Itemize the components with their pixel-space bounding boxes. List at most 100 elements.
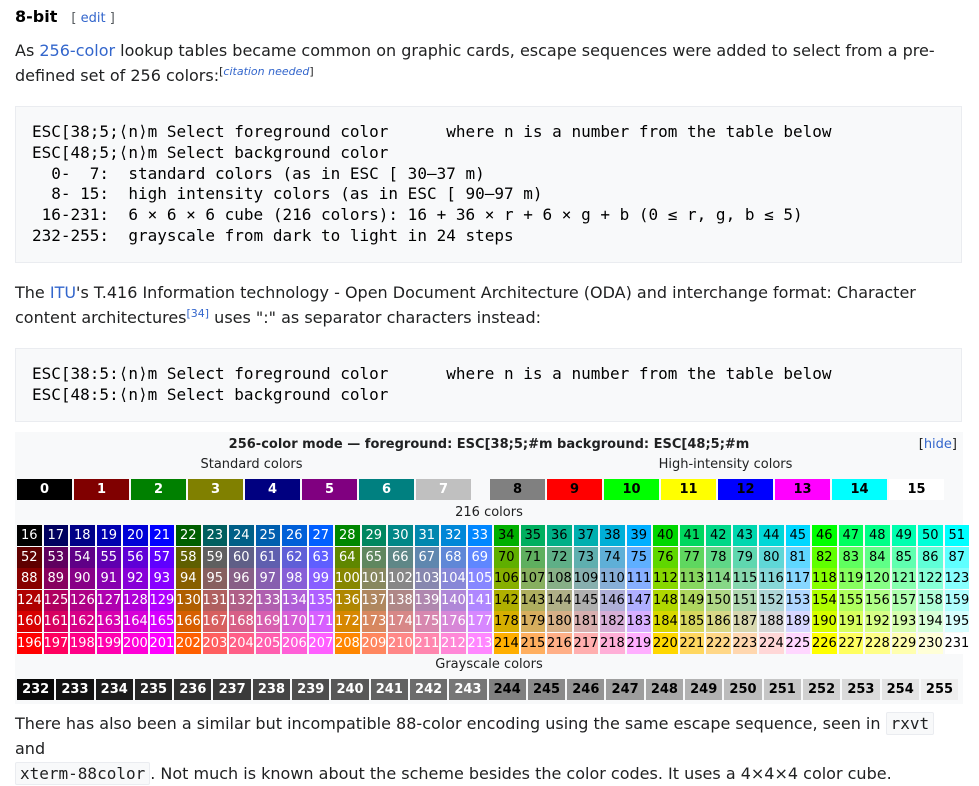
color-swatch: 220 xyxy=(653,633,678,654)
color-swatch: 167 xyxy=(202,611,227,633)
color-swatch: 74 xyxy=(600,546,625,568)
color-swatch: 229 xyxy=(891,633,916,654)
color-swatch: 19 xyxy=(96,525,121,546)
paragraph-88color: There has also been a similar but incomp… xyxy=(15,711,965,786)
color-swatch: 91 xyxy=(96,568,121,590)
color-swatch: 195 xyxy=(944,611,969,633)
color-swatch: 49 xyxy=(891,525,916,546)
color-swatch: 130 xyxy=(176,589,201,611)
color-swatch: 206 xyxy=(282,633,307,654)
reference-34[interactable]: [34] xyxy=(187,307,210,320)
color-swatch: 214 xyxy=(494,633,519,654)
color-swatch: 192 xyxy=(865,611,890,633)
cube-colors-row: 196 197 198 199 200 201 202 203 204 205 206 207 208 2… xyxy=(17,633,969,654)
color-swatch: 47 xyxy=(838,525,863,546)
color-swatch: 196 xyxy=(17,633,42,654)
color-swatch: 133 xyxy=(255,589,280,611)
code-block-sgr-colon: ESC[38:5:⟨n⟩m Select foreground color wh… xyxy=(15,348,962,422)
reference-34-link[interactable]: [34] xyxy=(186,307,210,320)
color-swatch: 136 xyxy=(335,589,360,611)
color-swatch: 36 xyxy=(547,525,572,546)
color-swatch: 5 xyxy=(302,479,357,500)
color-swatch: 108 xyxy=(547,568,572,590)
color-swatch: 55 xyxy=(96,546,121,568)
color-swatch: 151 xyxy=(732,589,757,611)
link-itu[interactable]: ITU xyxy=(49,283,77,302)
color-swatch: 63 xyxy=(308,546,333,568)
color-swatch: 39 xyxy=(626,525,651,546)
color-swatch: 75 xyxy=(626,546,651,568)
color-swatch: 54 xyxy=(70,546,95,568)
para3-text-mid: and xyxy=(15,739,46,758)
color-swatch: 168 xyxy=(229,611,254,633)
color-swatch: 169 xyxy=(255,611,280,633)
color-swatch: 97 xyxy=(255,568,280,590)
citation-needed-link[interactable]: citation needed xyxy=(223,65,310,78)
color-swatch: 224 xyxy=(759,633,784,654)
color-swatch: 187 xyxy=(732,611,757,633)
color-swatch: 155 xyxy=(838,589,863,611)
color-swatch: 60 xyxy=(229,546,254,568)
color-swatch: 45 xyxy=(785,525,810,546)
color-swatch: 129 xyxy=(149,589,174,611)
color-swatch: 59 xyxy=(202,546,227,568)
color-swatch: 76 xyxy=(653,546,678,568)
color-swatch: 117 xyxy=(785,568,810,590)
code-xterm-88color: xterm-88color xyxy=(15,762,151,785)
grayscale-colors-label: Grayscale colors xyxy=(435,657,543,672)
color-swatch: 35 xyxy=(520,525,545,546)
color-swatch: 111 xyxy=(626,568,651,590)
color-swatch: 188 xyxy=(759,611,784,633)
para1-text-rest: lookup tables became common on graphic c… xyxy=(15,41,935,85)
color-swatch: 52 xyxy=(17,546,42,568)
color-swatch: 203 xyxy=(202,633,227,654)
cube-colors-row: 52 53 54 55 56 57 58 59 60 61 62 63 64 65 66 67 68 69 70 71… xyxy=(17,546,969,568)
color-swatch: 50 xyxy=(918,525,943,546)
color-swatch: 248 xyxy=(645,679,684,700)
color-swatch: 102 xyxy=(388,568,413,590)
para2-text-rest: 's T.416 Information technology - Open D… xyxy=(15,283,916,327)
color-swatch: 190 xyxy=(812,611,837,633)
edit-link[interactable]: edit xyxy=(80,11,106,26)
hide-link[interactable]: hide xyxy=(923,437,952,452)
color-swatch: 163 xyxy=(96,611,121,633)
color-swatch: 22 xyxy=(176,525,201,546)
color-swatch: 238 xyxy=(252,679,291,700)
color-swatch: 8 xyxy=(490,479,545,500)
color-swatch: 222 xyxy=(706,633,731,654)
color-swatch: 126 xyxy=(70,589,95,611)
link-256-color[interactable]: 256-color xyxy=(39,41,116,60)
color-swatch: 25 xyxy=(255,525,280,546)
color-swatch: 83 xyxy=(838,546,863,568)
color-swatch: 145 xyxy=(573,589,598,611)
color-swatch: 15 xyxy=(889,479,944,500)
color-swatch: 227 xyxy=(838,633,863,654)
color-swatch: 31 xyxy=(414,525,439,546)
color-swatch: 254 xyxy=(881,679,919,700)
color-swatch: 234 xyxy=(95,679,133,700)
color-swatch: 72 xyxy=(547,546,572,568)
color-swatch: 148 xyxy=(653,589,678,611)
color-swatch: 236 xyxy=(174,679,212,700)
color-swatch: 13 xyxy=(775,479,830,500)
color-swatch: 230 xyxy=(918,633,943,654)
color-swatch: 98 xyxy=(282,568,307,590)
color-swatch: 70 xyxy=(494,546,519,568)
color-swatch: 46 xyxy=(812,525,837,546)
color-swatch: 184 xyxy=(653,611,678,633)
color-swatch: 209 xyxy=(361,633,386,654)
color-swatch: 4 xyxy=(245,479,300,500)
color-swatch: 152 xyxy=(759,589,784,611)
color-swatch: 101 xyxy=(361,568,386,590)
edit-bracket-close: ] xyxy=(109,11,115,26)
color-swatch: 96 xyxy=(229,568,254,590)
color-swatch: 37 xyxy=(573,525,598,546)
color-swatch: 182 xyxy=(600,611,625,633)
color-swatch: 177 xyxy=(467,611,492,633)
high-intensity-colors-row: 8 9 10 11 12 13 14 15 xyxy=(490,479,944,500)
color-swatch: 119 xyxy=(838,568,863,590)
color-swatch: 84 xyxy=(865,546,890,568)
color-swatch: 247 xyxy=(606,679,644,700)
color-swatch: 158 xyxy=(918,589,943,611)
